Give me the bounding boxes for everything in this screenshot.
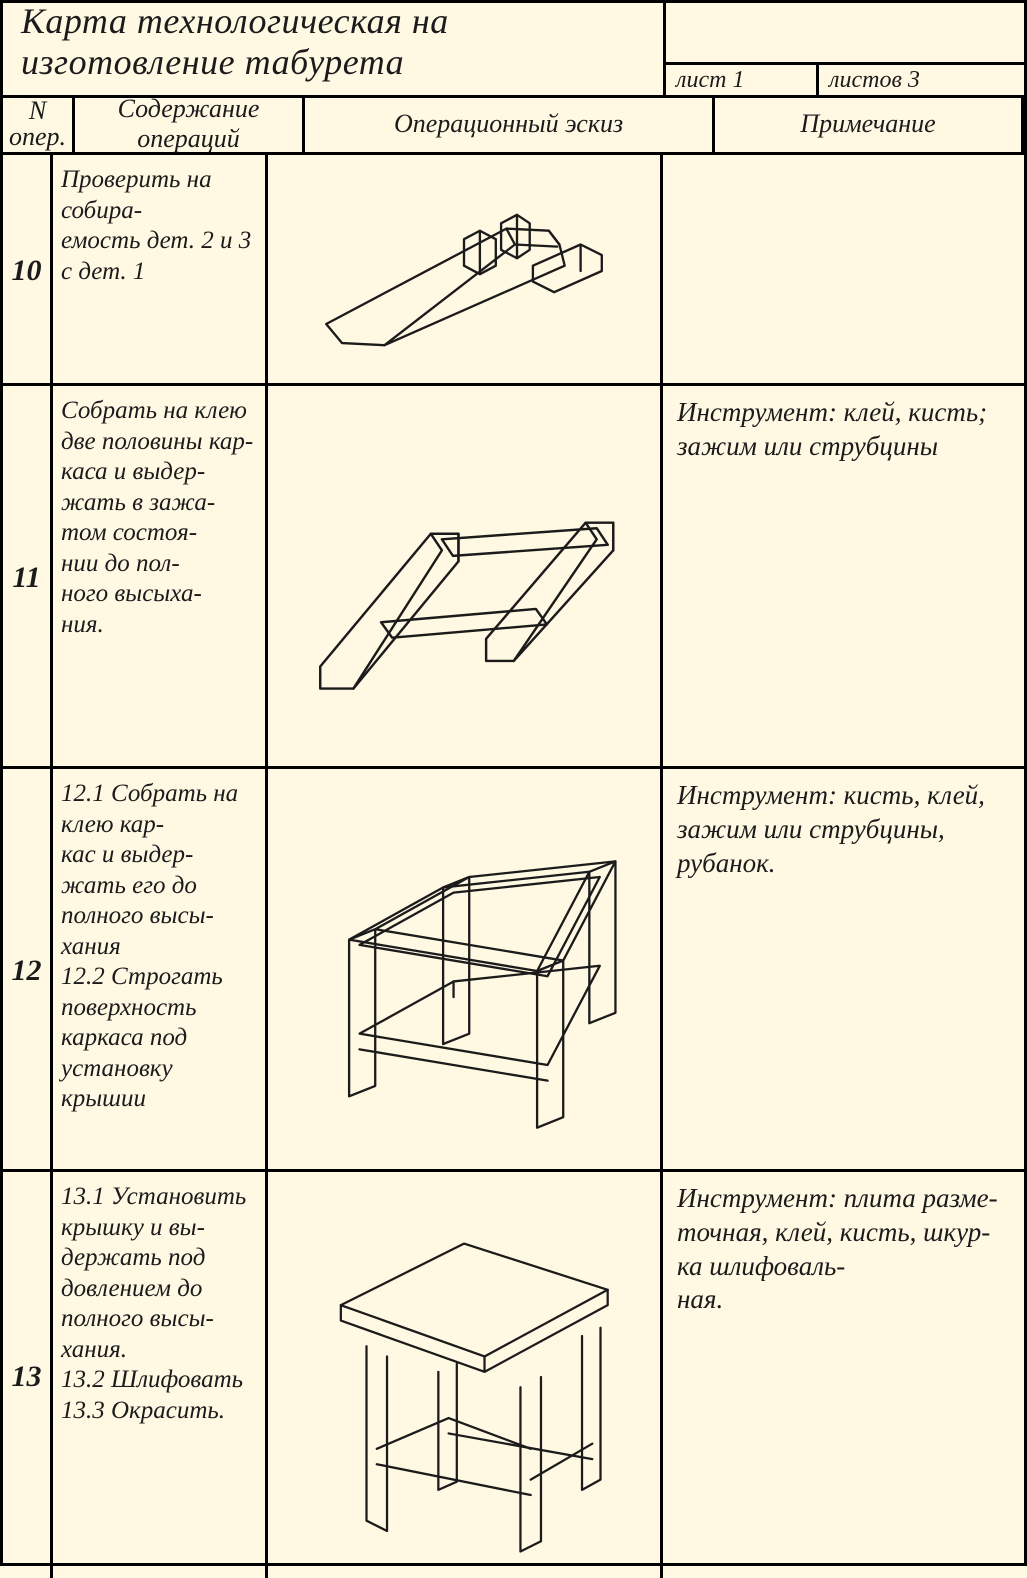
op-text: 12.1 Собрать на клею кар-кас и выдер-жат… (53, 769, 268, 1169)
op-note: Инструмент: клей, кисть; зажим или струб… (663, 386, 1024, 766)
sheet-row: лист 1 листов 3 (666, 62, 1024, 95)
op-text: Собрать на клею две половины кар-каса и … (53, 386, 268, 766)
table-row: 11 Собрать на клею две половины кар-каса… (3, 386, 1024, 769)
sheet-box: лист 1 листов 3 (663, 3, 1024, 98)
op-number: 13 (3, 1172, 53, 1578)
col-header-sketch: Операционный эскиз (305, 95, 715, 155)
sketch-bar-with-blocks-icon (276, 165, 652, 377)
page-frame: Карта технологическая на изготовление та… (0, 0, 1027, 1566)
col-header-num: Nопер. (3, 95, 75, 155)
op-note: Инструмент: плита разме-точная, клей, ки… (663, 1172, 1024, 1578)
op-sketch (268, 386, 663, 766)
op-number: 12 (3, 769, 53, 1169)
col-header-operation: Содержание операций (75, 95, 305, 155)
op-note: Инструмент: кисть, клей, зажим или струб… (663, 769, 1024, 1169)
op-number: 10 (3, 155, 53, 383)
doc-title: Карта технологическая на изготовление та… (21, 1, 661, 93)
op-sketch (268, 1172, 663, 1578)
op-sketch (268, 155, 663, 383)
sketch-half-frame-icon (276, 396, 652, 760)
op-note (663, 155, 1024, 383)
sheet-total: листов 3 (819, 65, 1024, 95)
col-header-note: Примечание (715, 95, 1024, 155)
sheet-current: лист 1 (666, 65, 819, 95)
op-number: 11 (3, 386, 53, 766)
table-row: 12 12.1 Собрать на клею кар-кас и выдер-… (3, 769, 1024, 1172)
op-text: Проверить на собира-емость дет. 2 и 3 с … (53, 155, 268, 383)
table-body: 10 Проверить на собира-емость дет. 2 и 3… (3, 155, 1024, 1563)
table-row: 13 13.1 Установить крышку и вы-держать п… (3, 1172, 1024, 1578)
table-row: 10 Проверить на собира-емость дет. 2 и 3… (3, 155, 1024, 386)
sketch-full-frame-icon (276, 779, 652, 1163)
op-text: 13.1 Установить крышку и вы-держать под … (53, 1172, 268, 1578)
op-sketch (268, 769, 663, 1169)
table-header: Nопер. Содержание операций Операционный … (3, 95, 1024, 155)
sketch-finished-stool-icon (276, 1182, 652, 1572)
